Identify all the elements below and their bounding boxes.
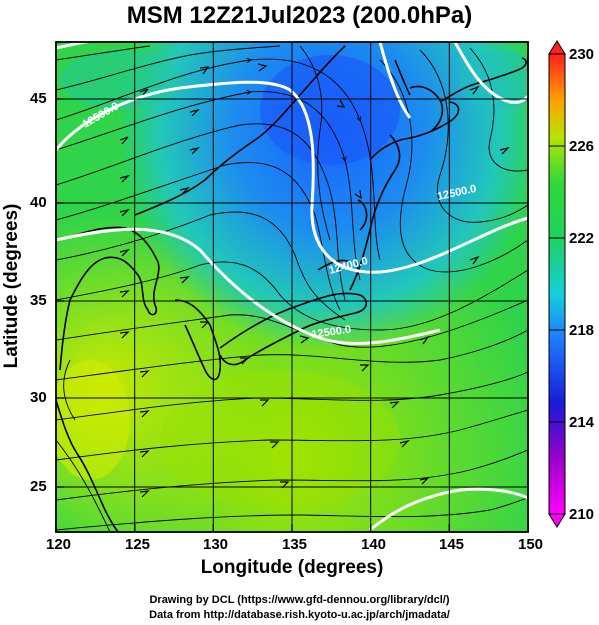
y-axis-title: Latitude (degrees) — [1, 203, 22, 369]
colorbar — [548, 40, 566, 528]
contour-label: 12500.0 — [311, 324, 352, 341]
map-title: MSM 12Z21Jul2023 (200.0hPa) — [126, 2, 473, 29]
colorbar-label: 222 — [569, 230, 595, 247]
y-tick-label: 30 — [30, 389, 47, 406]
coastlines — [56, 45, 527, 532]
colorbar-over-triangle — [548, 40, 566, 55]
colorbar-under-triangle — [548, 513, 566, 528]
credit-data: Data from http://database.rish.kyoto-u.a… — [149, 609, 450, 621]
y-tick-label: 25 — [30, 478, 47, 495]
x-tick-label: 145 — [439, 536, 465, 553]
colorbar-label: 210 — [569, 506, 595, 523]
y-tick-label: 45 — [30, 90, 47, 107]
x-tick-label: 120 — [46, 536, 72, 553]
colorbar-label: 230 — [569, 46, 595, 63]
x-tick-label: 135 — [282, 536, 308, 553]
x-tick-label: 130 — [203, 536, 229, 553]
x-tick-label: 140 — [361, 536, 387, 553]
colorbar-gradient — [548, 53, 566, 515]
x-tick-label: 150 — [518, 536, 544, 553]
wind-arrowheads — [119, 63, 510, 498]
x-axis-title: Longitude (degrees) — [200, 557, 384, 578]
colorbar-label: 214 — [569, 414, 595, 431]
colorbar-label: 218 — [569, 322, 595, 339]
y-tick-label: 40 — [30, 194, 47, 211]
wind-streamlines — [56, 45, 528, 532]
colorbar-label: 226 — [569, 138, 595, 155]
height-contours — [56, 42, 528, 532]
x-tick-label: 125 — [125, 536, 151, 553]
y-tick-label: 35 — [30, 292, 47, 309]
axis-ticks — [55, 98, 529, 532]
graticule — [56, 42, 528, 532]
credit-drawing: Drawing by DCL (https://www.gfd-dennou.o… — [149, 594, 450, 606]
